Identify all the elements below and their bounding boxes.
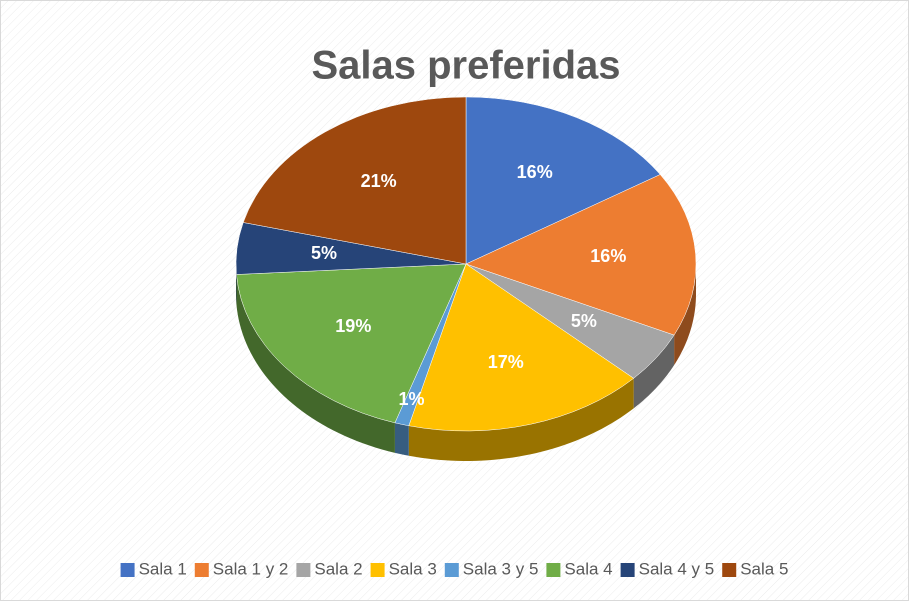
data-label: 19% — [335, 316, 371, 336]
legend-label: Sala 3 — [389, 559, 437, 578]
pie-slice — [408, 263, 635, 432]
slice-side — [633, 335, 675, 409]
data-label: 1% — [398, 389, 424, 409]
data-label: 5% — [571, 311, 597, 331]
legend-label: Sala 2 — [314, 559, 362, 578]
legend-label: Sala 3 y 5 — [463, 559, 539, 578]
pie-sides — [236, 264, 696, 461]
legend-swatch — [620, 563, 635, 577]
chart-title: Salas preferidas — [311, 44, 620, 88]
pie-slice — [236, 263, 467, 424]
legend-swatch — [546, 563, 561, 577]
slice-side — [674, 264, 696, 366]
legend: Sala 1 Sala 1 y 2 Sala 2 Sala 3 Sala 3 y 5 Sa… — [120, 559, 788, 578]
legend-swatch — [120, 563, 135, 577]
data-label: 16% — [517, 162, 553, 182]
legend-label: Sala 4 — [564, 559, 612, 578]
data-label: 16% — [590, 246, 626, 266]
legend-swatch — [722, 563, 737, 577]
data-label: 5% — [311, 243, 337, 263]
pie-slice — [465, 96, 661, 265]
legend-label: Sala 1 y 2 — [213, 559, 289, 578]
slice-side — [394, 422, 409, 456]
data-label: 21% — [361, 171, 397, 191]
pie-slice — [465, 174, 697, 336]
legend-swatch — [444, 563, 459, 577]
pie-slice — [242, 96, 467, 265]
legend-label: Sala 1 — [139, 559, 187, 578]
legend-swatch — [194, 563, 209, 577]
slice-side — [408, 378, 634, 461]
data-label: 17% — [488, 352, 524, 372]
legend-label: Sala 5 — [740, 559, 788, 578]
legend-label: Sala 4 y 5 — [639, 559, 715, 578]
slice-side — [236, 274, 395, 453]
legend-swatch — [370, 563, 385, 577]
legend-swatch — [296, 563, 311, 577]
